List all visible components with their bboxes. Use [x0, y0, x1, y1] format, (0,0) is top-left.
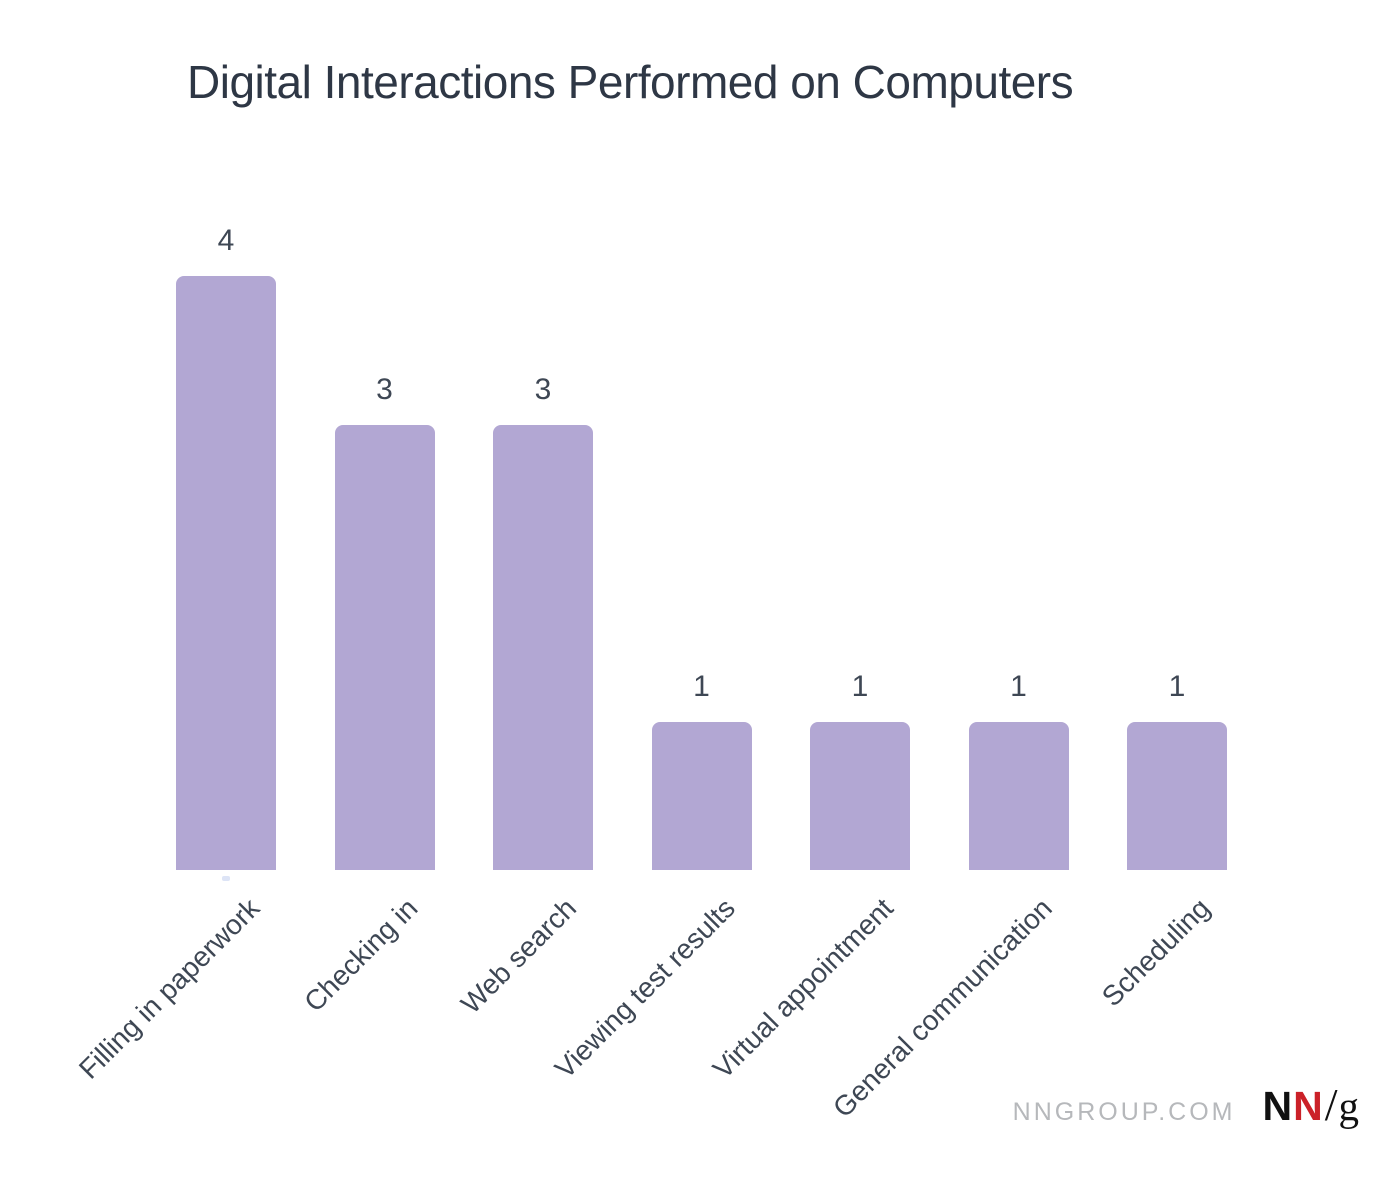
bar [493, 424, 593, 870]
watermark-text: NNGROUP.COM [1012, 1098, 1236, 1126]
x-axis-label: Filling in paperwork [72, 892, 266, 1085]
x-axis-label: Virtual appointment [707, 892, 900, 1085]
bar [651, 721, 752, 870]
bar-value-label: 3 [376, 372, 393, 406]
bar [1127, 721, 1227, 870]
x-axis-label: Web search [455, 892, 583, 1020]
nng-logo: N N / g [1263, 1078, 1360, 1131]
x-axis-label: Checking in [298, 892, 424, 1018]
bar-value-label: 3 [534, 372, 552, 406]
bar-value-label: 1 [1168, 669, 1186, 703]
logo-letter-n-red: N [1293, 1083, 1323, 1129]
bar-value-label: 1 [851, 669, 869, 703]
bar [968, 721, 1069, 870]
logo-slash: / [1324, 1079, 1338, 1130]
chart-title: Digital Interactions Performed on Comput… [187, 56, 1074, 108]
logo-letter-n-black: N [1262, 1083, 1294, 1129]
bar [810, 721, 910, 870]
footer-branding: NNGROUP.COM N N / g [1013, 1078, 1359, 1131]
x-axis-label: Scheduling [1096, 892, 1217, 1013]
tick-mark-artifact [222, 876, 230, 881]
logo-letter-g: g [1338, 1083, 1360, 1129]
bar [334, 424, 435, 870]
bar-value-label: 1 [1010, 669, 1027, 703]
bar-value-label: 4 [217, 224, 235, 257]
bar [176, 276, 276, 870]
bar-value-label: 1 [693, 669, 710, 703]
